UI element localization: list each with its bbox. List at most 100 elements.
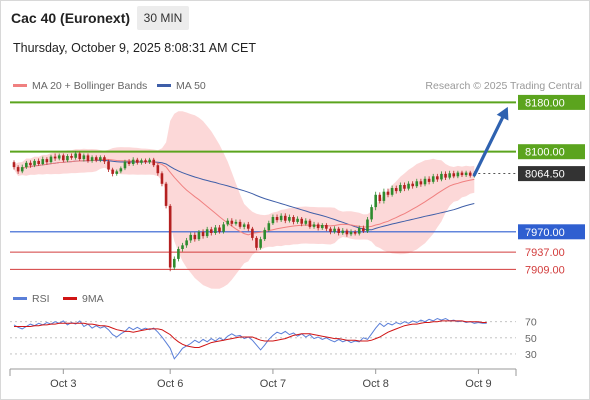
rsi-ma-line [14,320,487,348]
candle-body [197,231,201,240]
candle-body [242,224,246,227]
x-axis-label: Oct 6 [157,378,183,390]
candle-body [316,224,320,229]
bollinger-band [14,111,475,289]
candle-body [292,217,295,222]
timeframe-button[interactable]: 30 MIN [137,6,189,30]
candle-body [103,157,106,162]
level-label-box-3 [518,224,585,240]
x-axis-label: Oct 8 [363,378,389,390]
candle-body [415,181,419,187]
candle-body [251,228,254,238]
candle-body [436,176,439,180]
candle-body [325,225,328,229]
candle-body [362,228,365,232]
candle-body [468,172,472,176]
candle-body [255,237,258,248]
candle-body [164,183,168,206]
level-label-box-0 [518,94,585,110]
candle-body [230,220,234,224]
candle-body [136,159,139,163]
candle-body [456,172,460,177]
legend-rsi-ma[interactable]: 9MA [63,293,104,305]
candle-body [370,207,373,220]
candle-body [300,218,303,224]
credit-text: Research © 2025 Trading Central [425,80,582,92]
ma20-line [22,158,475,236]
candle-body [144,160,147,163]
candle-body [448,173,451,178]
level-label-box-1 [518,144,585,160]
candle-body [119,168,123,172]
candle-body [201,231,205,237]
candle-body [440,173,443,180]
candle-body [329,228,332,232]
candle-body [53,156,57,159]
rsi-tick-label: 70 [525,317,537,329]
candle-body [209,229,213,233]
candle-body [394,188,398,192]
candle-body [41,159,45,164]
candle-body [444,173,447,178]
candle-body [222,224,225,232]
candle-body [189,234,193,241]
rsi-ma-swatch [63,296,77,300]
candle-body [62,155,65,161]
candle-body [205,229,209,237]
candle-body [423,178,427,185]
candle-body [320,225,324,229]
candle-body [37,160,40,164]
candle-body [66,156,69,161]
candle-body [99,157,102,161]
candle-body [78,153,82,159]
candle-body [16,167,20,172]
candle-body [407,183,410,189]
candle-body [411,183,414,187]
candle-body [107,161,110,170]
rsi-line [13,317,487,360]
candle-body [148,159,151,163]
candle-body [123,161,127,169]
rsi-tick-label: 50 [525,333,537,345]
candle-body [288,217,291,221]
rsi-swatch [13,296,27,300]
candle-body [345,230,349,235]
chart-datetime: Thursday, October 9, 2025 8:08:31 AM CET [13,41,256,55]
candle-body [94,157,98,161]
candle-body [140,160,143,163]
level-label-box-2 [518,166,585,182]
candle-body [399,185,402,192]
candle-body [12,162,16,168]
instrument-title: Cac 40 (Euronext) [11,10,131,26]
candle-body [218,227,221,232]
legend-ma50[interactable]: MA 50 [157,80,206,92]
candle-body [160,173,164,184]
candle-body [238,221,242,227]
candle-body [263,229,267,240]
candle-body [275,217,279,221]
candle-body [341,230,345,234]
candle-body [464,172,468,176]
legend-rsi[interactable]: RSI [13,293,50,305]
candle-body [374,194,377,208]
candle-body [366,219,369,232]
candle-body [333,228,336,232]
candle-body [131,159,135,164]
ma20-swatch [13,83,27,87]
candle-body [283,215,287,221]
level-label-1: 8100.00 [525,147,565,159]
candle-body [431,176,435,182]
x-axis-label: Oct 9 [465,378,491,390]
level-label-3: 7970.00 [525,227,565,239]
candle-body [156,165,160,174]
projection-arrow-head [496,106,509,121]
legend-bollinger[interactable]: MA 20 + Bollinger Bands [13,80,147,92]
candle-body [226,220,230,225]
candle-body [111,169,114,174]
candle-body [312,224,316,227]
candle-body [86,155,90,161]
candle-body [403,185,406,189]
x-axis-label: Oct 7 [260,378,286,390]
legend-rsi-label: RSI [32,293,50,305]
